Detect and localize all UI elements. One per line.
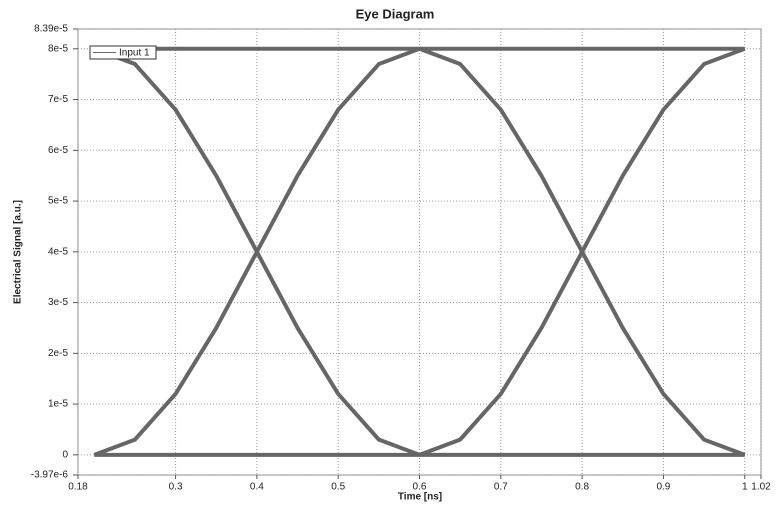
- y-tick-label: 6e-5: [48, 145, 68, 156]
- y-axis-label: Electrical Signal [a.u.]: [13, 200, 24, 304]
- x-tick-label: 0.3: [169, 482, 183, 493]
- x-tick-label: 1: [742, 482, 748, 493]
- y-tick-label: 3e-5: [48, 297, 68, 308]
- x-tick-label: 0.7: [494, 482, 508, 493]
- x-tick-label: 0.5: [331, 482, 345, 493]
- y-tick-label: 4e-5: [48, 246, 68, 257]
- x-tick-label: 0.9: [656, 482, 670, 493]
- x-tick-label: 0.18: [68, 482, 88, 493]
- x-tick-label: 1.02: [751, 482, 771, 493]
- legend-box: [89, 45, 157, 60]
- x-axis-label: Time [ns]: [398, 492, 442, 503]
- x-tick-label: 0.6: [413, 482, 427, 493]
- legend-label: Input 1: [119, 48, 150, 59]
- y-tick-label: 5e-5: [48, 196, 68, 207]
- x-tick-label: 0.4: [250, 482, 264, 493]
- y-tick-label: 1e-5: [48, 399, 68, 410]
- y-tick-label: 2e-5: [48, 348, 68, 359]
- y-tick-label: 8e-5: [48, 43, 68, 54]
- y-tick-label: 0: [62, 449, 68, 460]
- signal-trace: [93, 46, 746, 457]
- y-tick-label: 8.39e-5: [34, 24, 68, 35]
- y-tick-label: -3.97e-6: [31, 470, 69, 481]
- chart-title: Eye Diagram: [356, 6, 435, 21]
- x-tick-label: 0.8: [575, 482, 589, 493]
- y-tick-label: 7e-5: [48, 94, 68, 105]
